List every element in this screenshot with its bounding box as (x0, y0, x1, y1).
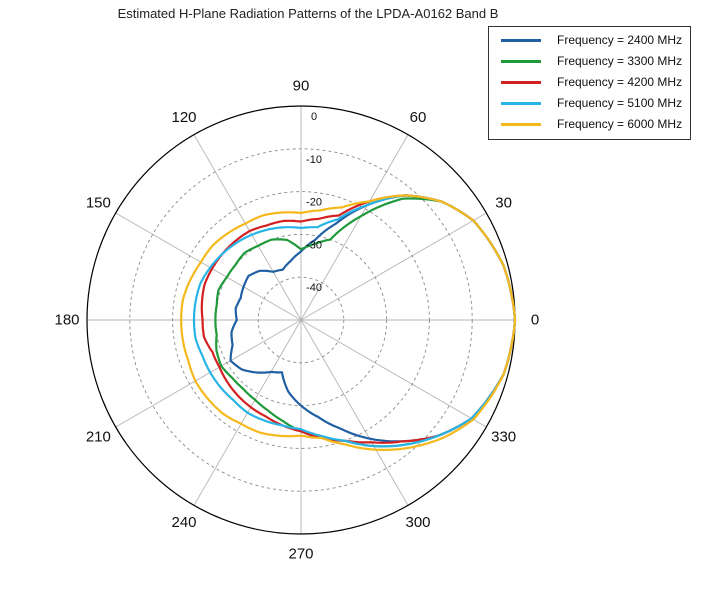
spoke-330 (300, 319, 487, 428)
series-frequency-6000-mhz (180, 194, 517, 451)
radial-tick-0: 0 (311, 111, 317, 123)
angle-tick-330: 330 (491, 429, 516, 446)
legend-entry: Frequency = 4200 MHz (489, 73, 690, 93)
legend-label: Frequency = 5100 MHz (557, 96, 683, 110)
legend-entry: Frequency = 3300 MHz (489, 52, 690, 72)
spoke-300 (300, 319, 409, 506)
radial-tick--10: -10 (306, 154, 322, 166)
legend-swatch (501, 102, 541, 105)
angle-tick-0: 0 (531, 312, 539, 329)
legend-swatch (501, 60, 541, 63)
angle-tick-210: 210 (86, 429, 111, 446)
ring--20 (172, 191, 430, 449)
angle-tick-300: 300 (405, 514, 430, 531)
legend-label: Frequency = 3300 MHz (557, 54, 683, 68)
legend-swatch (501, 123, 541, 126)
angle-tick-180: 180 (54, 312, 79, 329)
series-frequency-2400-mhz (229, 194, 517, 443)
series-frequency-5100-mhz (192, 194, 517, 448)
angle-tick-150: 150 (86, 195, 111, 212)
legend: Frequency = 2400 MHz Frequency = 3300 MHz… (488, 26, 691, 140)
angle-tick-30: 30 (495, 195, 512, 212)
ring--10 (129, 148, 473, 492)
legend-entry: Frequency = 2400 MHz (489, 31, 690, 51)
radial-tick--30: -30 (306, 239, 322, 251)
legend-label: Frequency = 2400 MHz (557, 33, 683, 47)
spoke-120 (193, 134, 302, 321)
angle-tick-60: 60 (410, 109, 427, 126)
series-layer (180, 194, 517, 451)
polar-grid (86, 105, 516, 535)
angle-tick-120: 120 (171, 109, 196, 126)
legend-swatch (501, 81, 541, 84)
radial-tick--20: -20 (306, 197, 322, 209)
legend-entry: Frequency = 5100 MHz (489, 94, 690, 114)
legend-swatch (501, 39, 541, 42)
legend-label: Frequency = 4200 MHz (557, 75, 683, 89)
axis-labels: 0 30 60 90 120 150 180 210 240 270 300 330 0 -10 -20 -3… (54, 78, 539, 563)
spoke-210 (115, 319, 302, 428)
ring--40 (257, 276, 345, 364)
series-frequency-4200-mhz (200, 194, 517, 444)
spoke-150 (115, 212, 302, 321)
legend-entry: Frequency = 6000 MHz (489, 115, 690, 135)
spoke-60 (300, 134, 409, 321)
spoke-30 (300, 212, 487, 321)
angle-tick-270: 270 (288, 546, 313, 563)
series-frequency-3300-mhz (214, 197, 517, 448)
legend-label: Frequency = 6000 MHz (557, 117, 683, 131)
chart-title: Estimated H-Plane Radiation Patterns of … (117, 6, 499, 21)
angle-tick-90: 90 (293, 78, 310, 95)
radial-tick--40: -40 (306, 282, 322, 294)
angle-tick-240: 240 (171, 514, 196, 531)
